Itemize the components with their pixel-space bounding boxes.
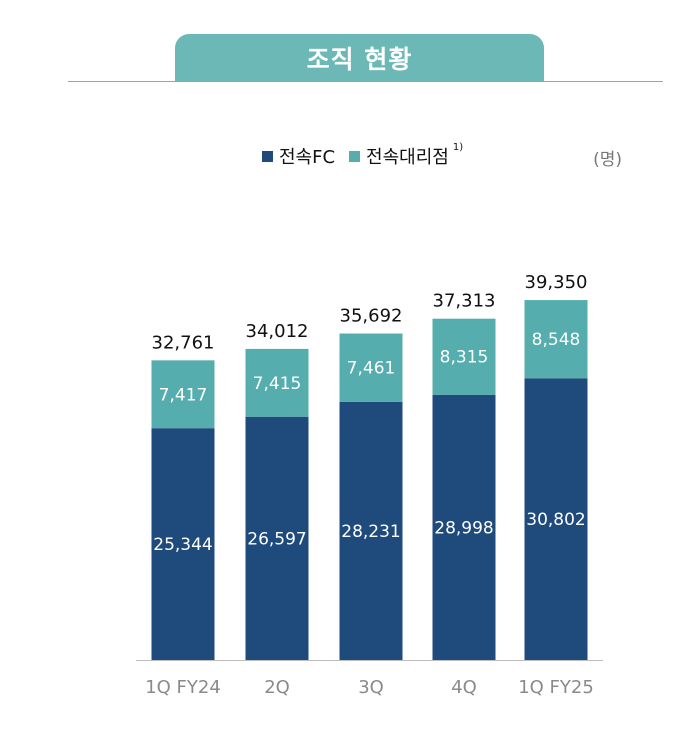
- bar-segment-agency: [245, 348, 309, 417]
- legend: 전속FC 전속대리점 1): [262, 141, 477, 169]
- chart-title-tab: 조직 현황: [175, 34, 544, 82]
- legend-label-agency: 전속대리점: [366, 147, 449, 168]
- bar-segment-agency: [151, 360, 215, 429]
- segment-value-label: 25,344: [153, 535, 212, 555]
- total-value-label: 35,692: [340, 306, 403, 327]
- segment-value-label: 28,998: [434, 518, 493, 538]
- total-value-label: 34,012: [246, 321, 309, 342]
- category-label: 3Q: [358, 677, 384, 698]
- bar-segment-fc: [339, 401, 403, 660]
- total-value-label: 39,350: [525, 272, 588, 293]
- segment-value-label: 26,597: [247, 529, 306, 549]
- segment-value-label: 8,548: [532, 330, 581, 350]
- title-divider: [68, 81, 663, 82]
- total-value-label: 32,761: [152, 332, 215, 353]
- category-label: 2Q: [264, 677, 290, 698]
- legend-footnote-mark: 1): [452, 141, 464, 153]
- bar-segment-agency: [339, 333, 403, 402]
- bar-segment-fc: [524, 378, 588, 660]
- segment-value-label: 7,415: [253, 374, 302, 394]
- segment-value-label: 30,802: [526, 510, 585, 530]
- segment-value-label: 7,417: [159, 385, 208, 405]
- segment-value-label: 7,461: [347, 359, 396, 379]
- legend-swatch-fc: [262, 150, 273, 162]
- bar-segment-agency: [432, 318, 496, 395]
- bar-segment-fc: [432, 394, 496, 660]
- bar-segment-fc: [151, 428, 215, 660]
- total-value-label: 37,313: [433, 291, 496, 312]
- segment-value-label: 8,315: [440, 348, 489, 368]
- unit-label: (명): [593, 150, 622, 170]
- bar-segment-agency: [524, 300, 588, 379]
- category-label: 1Q FY24: [145, 677, 221, 698]
- legend-label-fc: 전속FC: [279, 147, 336, 168]
- category-label: 4Q: [451, 677, 477, 698]
- legend-item-agency: 전속대리점 1): [349, 141, 464, 169]
- legend-swatch-agency: [349, 150, 361, 162]
- bar-segment-fc: [245, 416, 309, 660]
- category-label: 1Q FY25: [518, 677, 594, 698]
- chart-title: 조직 현황: [306, 45, 413, 74]
- segment-value-label: 28,231: [341, 522, 400, 542]
- legend-item-fc: 전속FC: [262, 143, 335, 169]
